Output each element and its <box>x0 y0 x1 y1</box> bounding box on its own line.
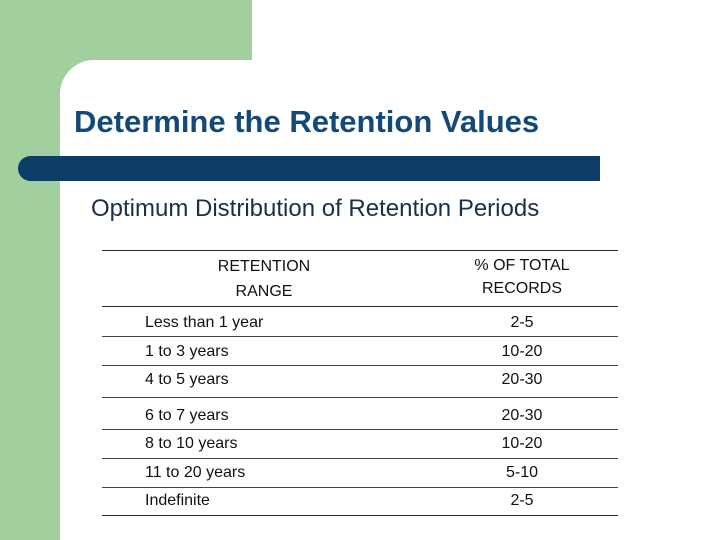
slide-subtitle: Optimum Distribution of Retention Period… <box>91 195 540 222</box>
row-range: 1 to 3 years <box>145 343 229 360</box>
header-pct-line2: RECORDS <box>481 280 562 297</box>
row-range: 4 to 5 years <box>145 371 229 388</box>
row-range: 8 to 10 years <box>145 435 238 452</box>
row-pct: 2-5 <box>510 314 534 331</box>
row-pct: 10-20 <box>501 435 543 452</box>
row-rule <box>102 336 618 337</box>
table-bottom-rule <box>102 515 618 516</box>
header-bottom-rule <box>102 306 618 307</box>
header-range-line1: RETENTION <box>217 258 311 275</box>
header-percent-total: % OF TOTAL RECORDS <box>447 254 597 300</box>
content-panel <box>60 60 720 540</box>
row-rule <box>102 429 618 430</box>
header-retention-range: RETENTION RANGE <box>194 254 334 304</box>
row-rule <box>102 458 618 459</box>
row-range: 6 to 7 years <box>145 407 229 424</box>
row-range: Less than 1 year <box>145 314 264 331</box>
row-range: 11 to 20 years <box>145 464 246 481</box>
row-pct: 5-10 <box>505 464 539 481</box>
header-pct-line1: % OF TOTAL <box>474 257 570 274</box>
table-top-rule <box>102 250 618 251</box>
row-pct: 20-30 <box>501 371 543 388</box>
row-rule <box>102 397 618 398</box>
row-range: Indefinite <box>145 492 210 509</box>
row-rule <box>102 487 618 488</box>
row-rule <box>102 365 618 366</box>
header-range-line2: RANGE <box>235 283 293 300</box>
slide-title: Determine the Retention Values <box>74 104 540 139</box>
row-pct: 20-30 <box>501 407 543 424</box>
row-pct: 10-20 <box>501 343 543 360</box>
row-pct: 2-5 <box>510 492 534 509</box>
title-underline-bar <box>18 156 600 181</box>
